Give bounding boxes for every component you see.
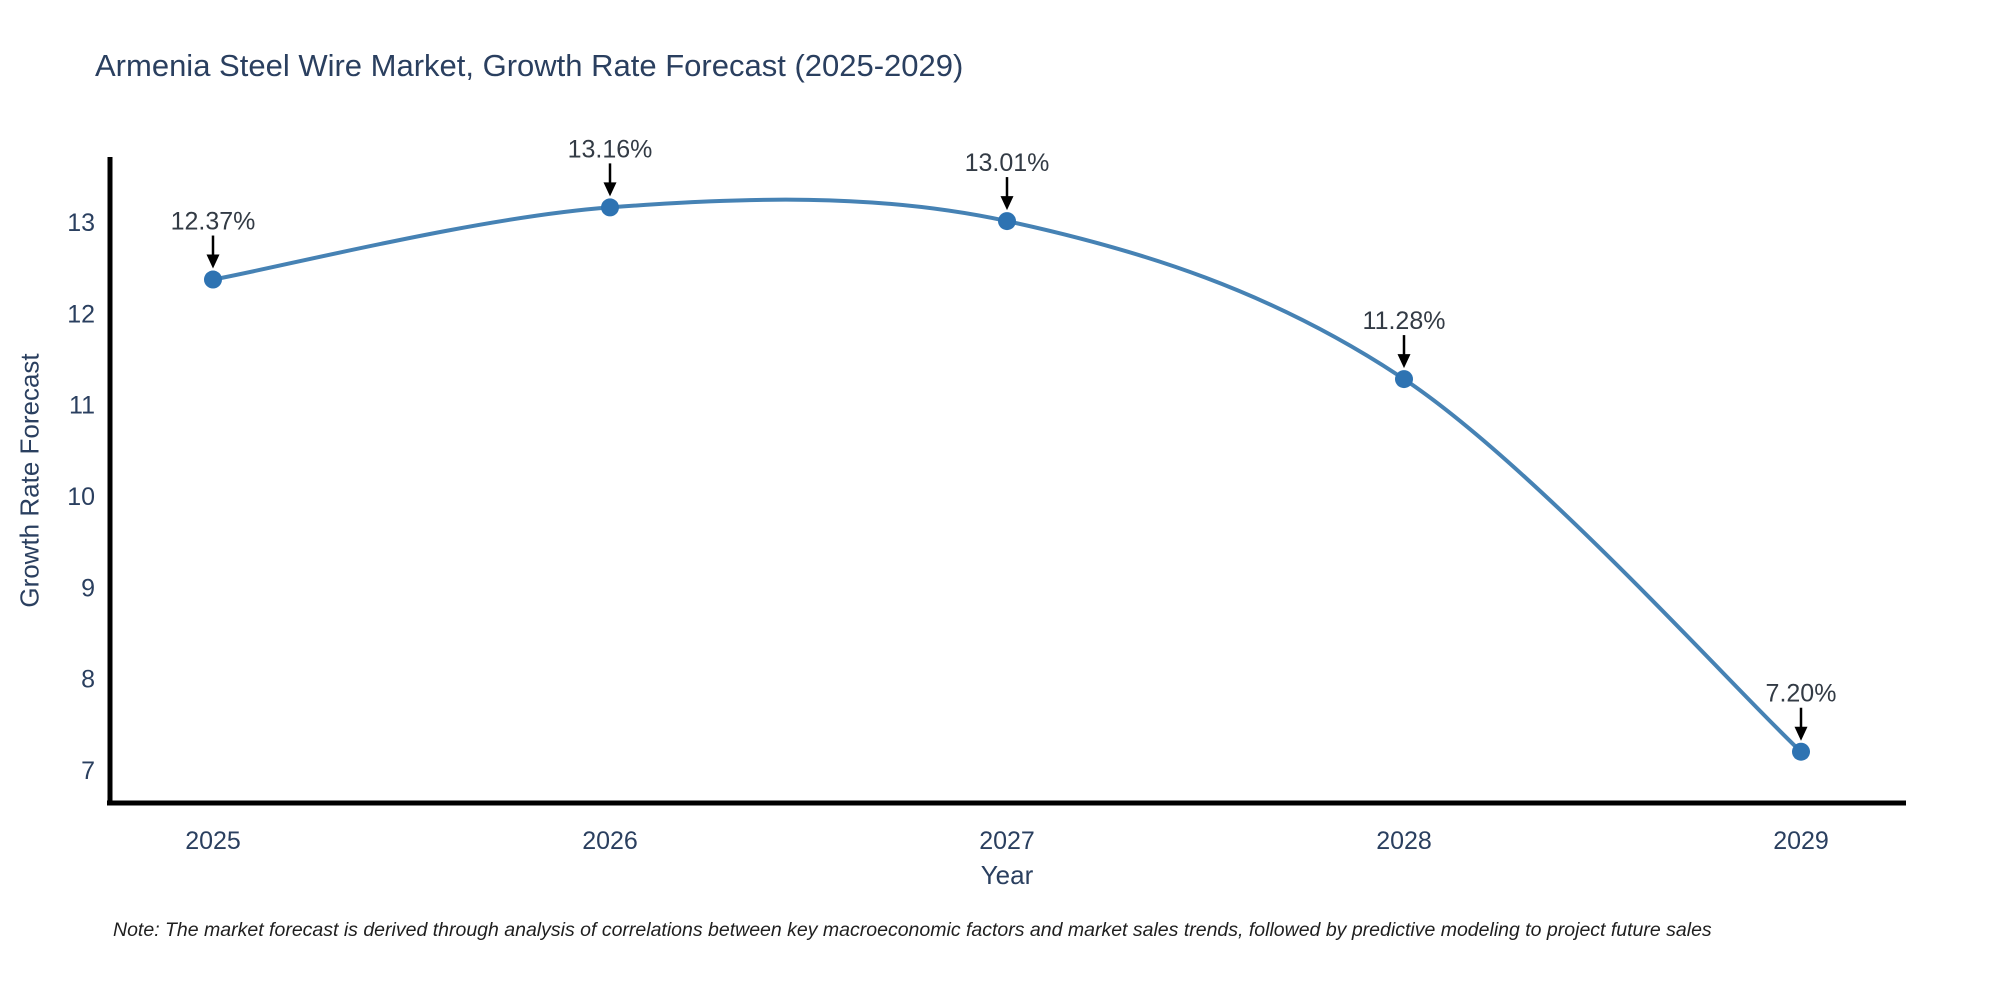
footnote: Note: The market forecast is derived thr…	[113, 919, 1712, 941]
trend-line	[212, 197, 1803, 754]
data-point-marker	[204, 270, 222, 289]
chart-title: Armenia Steel Wire Market, Growth Rate F…	[95, 48, 964, 83]
y-tick-label: 7	[81, 757, 95, 785]
x-axis-title: Year	[980, 860, 1034, 890]
y-axis-title: Growth Rate Forecast	[14, 353, 45, 608]
annotation-label: 11.28%	[1363, 307, 1446, 335]
y-tick-label: 12	[67, 300, 95, 328]
annotation-arrowhead-icon	[206, 254, 220, 269]
y-tick-label: 9	[81, 574, 95, 602]
y-tick-label: 8	[81, 666, 95, 694]
data-point-marker	[1395, 370, 1413, 389]
annotation-label: 12.37%	[171, 208, 256, 236]
annotation-label: 13.01%	[965, 149, 1050, 177]
x-tick-label: 2029	[1773, 827, 1829, 855]
data-point-marker	[1792, 742, 1810, 761]
y-tick-label: 11	[69, 392, 95, 420]
annotation-label: 13.16%	[568, 135, 653, 163]
x-tick-label: 2026	[582, 827, 638, 855]
y-tick-label: 13	[67, 209, 95, 237]
data-point-marker	[601, 198, 619, 217]
x-tick-label: 2028	[1376, 827, 1432, 855]
annotation-arrowhead-icon	[1794, 726, 1808, 741]
x-tick-label: 2025	[185, 827, 241, 855]
x-tick-label: 2027	[979, 827, 1035, 855]
data-point-marker	[998, 212, 1016, 231]
y-tick-label: 10	[67, 483, 95, 511]
annotation-arrowhead-icon	[603, 182, 617, 197]
annotation-arrowhead-icon	[1000, 196, 1014, 211]
annotation-label: 7.20%	[1766, 680, 1837, 708]
annotation-arrowhead-icon	[1397, 354, 1411, 369]
